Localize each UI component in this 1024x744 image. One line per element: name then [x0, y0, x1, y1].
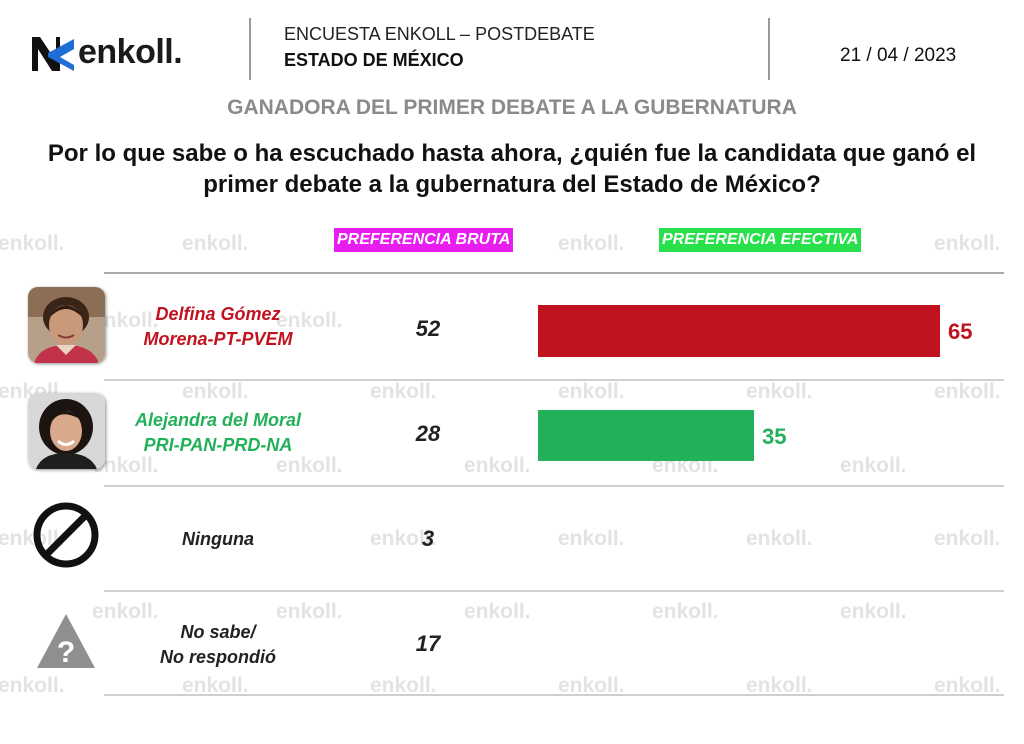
- candidate-party: PRI-PAN-PRD-NA: [143, 435, 293, 455]
- survey-date: 21 / 04 / 2023: [840, 45, 957, 66]
- enkoll-logo: enkoll.: [30, 28, 183, 76]
- watermark: enkoll.: [182, 232, 249, 255]
- bar-value-alejandra: 35: [762, 424, 787, 449]
- candidate-label-alejandra: Alejandra del Moral PRI-PAN-PRD-NA: [112, 408, 324, 458]
- candidate-party: Morena-PT-PVEM: [143, 329, 293, 349]
- table-rule: [104, 485, 1004, 487]
- candidate-photo-icon: [28, 287, 105, 363]
- table-rule-bottom: [104, 694, 1004, 696]
- option-label-line-1: No sabe/: [180, 622, 256, 642]
- table-rule: [104, 590, 1004, 592]
- watermark: enkoll.: [934, 527, 1001, 550]
- bar-efectiva-alejandra: [538, 410, 754, 461]
- bruta-value: 17: [415, 631, 441, 656]
- candidate-name: Delfina Gómez: [155, 304, 281, 324]
- watermark: enkoll.: [840, 454, 907, 477]
- table-rule: [104, 379, 1004, 381]
- candidate-name: Alejandra del Moral: [134, 410, 302, 430]
- svg-text:?: ?: [57, 636, 75, 669]
- watermark: enkoll.: [0, 674, 65, 697]
- column-header-efectiva: PREFERENCIA EFECTIVA: [659, 228, 862, 252]
- delfina-photo: [28, 287, 105, 363]
- enkoll-logo-icon: [32, 37, 74, 71]
- watermark: enkoll.: [370, 380, 437, 403]
- candidate-label-delfina: Delfina Gómez Morena-PT-PVEM: [112, 302, 324, 352]
- chart-subtitle: GANADORA DEL PRIMER DEBATE A LA GUBERNAT…: [227, 96, 797, 119]
- bruta-value: 28: [415, 421, 441, 446]
- watermark: enkoll.: [558, 527, 625, 550]
- option-label: Ninguna: [182, 529, 254, 549]
- watermark: enkoll.: [464, 454, 531, 477]
- ninguna-symbol: [33, 502, 99, 568]
- column-header-bruta: PREFERENCIA BRUTA: [334, 228, 514, 252]
- question-line-1: Por lo que sabe o ha escuchado hasta aho…: [47, 140, 977, 167]
- watermark: enkoll.: [558, 380, 625, 403]
- header-divider-left: [249, 18, 251, 80]
- watermark: enkoll.: [0, 232, 65, 255]
- question-line-2: primer debate a la gubernatura del Estad…: [203, 171, 821, 198]
- watermark: enkoll.: [558, 232, 625, 255]
- watermark: enkoll.: [652, 600, 719, 623]
- question-triangle-icon: ?: [37, 614, 95, 669]
- watermark: enkoll.: [746, 527, 813, 550]
- candidate-photo-icon: [28, 393, 105, 469]
- bruta-value: 52: [415, 316, 441, 341]
- logo-text: enkoll.: [78, 32, 183, 71]
- survey-title: ENCUESTA ENKOLL – POSTDEBATE: [284, 24, 595, 44]
- bruta-value: 3: [421, 526, 435, 551]
- survey-question: Por lo que sabe o ha escuchado hasta aho…: [0, 138, 1024, 200]
- no-sabe-symbol: ?: [35, 612, 97, 670]
- bar-efectiva-delfina: [538, 305, 940, 357]
- table-rule-top: [104, 272, 1004, 274]
- watermark: enkoll.: [934, 380, 1001, 403]
- prohibited-icon: [33, 502, 99, 568]
- header-divider-right: [768, 18, 770, 80]
- alejandra-photo: [28, 393, 105, 469]
- watermark: enkoll.: [464, 600, 531, 623]
- option-label-line-2: No respondió: [160, 647, 276, 667]
- bar-value-delfina: 65: [948, 319, 973, 344]
- survey-state: ESTADO DE MÉXICO: [284, 50, 464, 70]
- watermark: enkoll.: [934, 232, 1001, 255]
- option-label-no-sabe: No sabe/ No respondió: [112, 620, 324, 670]
- watermark: enkoll.: [746, 380, 813, 403]
- watermark: enkoll.: [840, 600, 907, 623]
- watermark: enkoll.: [182, 380, 249, 403]
- option-label-ninguna: Ninguna: [112, 527, 324, 552]
